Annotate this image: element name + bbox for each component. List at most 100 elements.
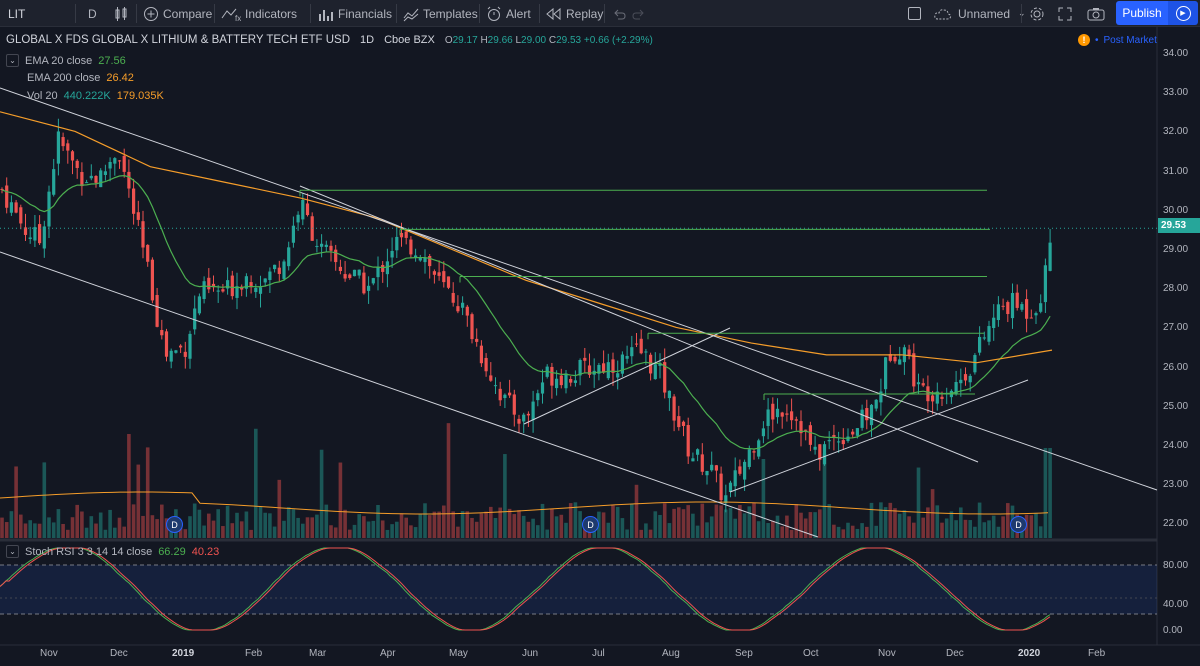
dividend-badge[interactable]: D: [166, 516, 183, 533]
candle-body: [921, 383, 925, 386]
candle-body: [1039, 303, 1043, 312]
time-tick-label: 2020: [1018, 648, 1041, 659]
ema20-legend[interactable]: ⌄ EMA 20 close 27.56: [6, 54, 126, 67]
candle-body: [432, 271, 436, 275]
trendline-upper: [0, 87, 1158, 491]
play-icon: ▶: [1175, 5, 1191, 21]
high-label: H: [480, 34, 488, 46]
redo-button[interactable]: [632, 0, 646, 27]
post-market-indicator[interactable]: ! • Post Market: [1078, 34, 1157, 46]
volume-bar: [103, 529, 108, 538]
candle-body: [912, 353, 916, 387]
alert-button[interactable]: Alert: [486, 0, 531, 27]
candle-body: [470, 314, 474, 340]
candle-body: [865, 408, 869, 421]
candle-body: [710, 464, 714, 471]
volume-bar: [399, 513, 404, 538]
settings-button[interactable]: [1029, 0, 1045, 27]
dividend-badge[interactable]: D: [582, 516, 599, 533]
ema20-line: [1, 175, 1051, 450]
chevron-down-icon[interactable]: ⌄: [6, 545, 19, 558]
change-value: +0.66 (+2.29%): [583, 34, 653, 46]
candle-body: [442, 271, 446, 283]
snapshot-button[interactable]: [1087, 0, 1105, 27]
volume-bar: [329, 525, 333, 538]
candle-body: [898, 359, 902, 365]
publish-dropdown-button[interactable]: ▶: [1168, 1, 1198, 25]
candle-body: [52, 169, 56, 195]
candle-body: [465, 306, 469, 316]
volume-bar: [207, 513, 211, 538]
candle-body: [249, 282, 253, 288]
time-tick-label: Nov: [40, 648, 58, 659]
volume-bar: [493, 517, 498, 538]
interval-button[interactable]: D: [88, 0, 97, 27]
time-tick-label: May: [449, 648, 468, 659]
publish-button[interactable]: Publish: [1116, 1, 1168, 25]
candle-body: [287, 247, 291, 267]
chevron-down-icon[interactable]: ⌄: [6, 54, 19, 67]
volume-bar: [907, 516, 911, 538]
volume-bar: [728, 507, 733, 538]
candle-body: [1025, 299, 1029, 319]
ema200-legend[interactable]: EMA 200 close 26.42: [27, 72, 134, 84]
financials-button[interactable]: Financials: [318, 0, 392, 27]
templates-button[interactable]: Templates: [403, 0, 478, 27]
volume-bar: [700, 503, 705, 538]
volume-bar: [719, 505, 723, 538]
indicators-button[interactable]: fx Indicators: [221, 0, 297, 27]
volume-bar: [733, 518, 737, 538]
volume-bar: [75, 504, 79, 538]
volume-bar: [413, 527, 418, 538]
volume-bar: [254, 428, 258, 538]
price-tick-label: 24.00: [1163, 440, 1189, 451]
volume-bar: [653, 511, 658, 538]
volume-bar: [568, 503, 573, 538]
volume-bar: [1038, 526, 1043, 538]
candle-body: [526, 413, 530, 416]
replay-button[interactable]: Replay: [546, 0, 603, 27]
candle-body: [475, 338, 479, 342]
price-tick-label: 33.00: [1163, 87, 1189, 99]
time-tick-label: Dec: [110, 648, 128, 659]
candle-body: [103, 171, 107, 175]
volume-bar: [66, 529, 70, 538]
candle-body: [117, 160, 122, 162]
volume-bar: [841, 529, 846, 538]
stoch-rsi-legend[interactable]: ⌄ Stoch RSI 3 3 14 14 close 66.29 40.23: [6, 545, 219, 558]
candle-body: [9, 202, 13, 213]
volume-bar: [98, 512, 103, 538]
volume-bar: [37, 523, 42, 538]
volume-legend[interactable]: Vol 20 440.222K 179.035K: [27, 90, 164, 102]
trendline-rising-2: [729, 379, 1029, 493]
candle-body: [536, 393, 540, 401]
volume-bar: [395, 521, 399, 538]
undo-button[interactable]: [612, 0, 626, 27]
dividend-badge[interactable]: D: [1010, 516, 1027, 533]
candle-body: [663, 362, 667, 393]
candle-body: [334, 249, 338, 263]
fullscreen-toggle[interactable]: [908, 0, 921, 27]
candle-body: [254, 287, 258, 293]
candle-body: [183, 351, 187, 357]
volume-bar: [216, 509, 220, 538]
volume-bar: [874, 525, 878, 538]
symbol-search[interactable]: LIT: [8, 0, 25, 27]
bar-style-button[interactable]: [114, 0, 128, 27]
volume-bar: [113, 527, 117, 538]
volume-bar: [686, 505, 690, 538]
candle-body: [0, 189, 4, 191]
candle-body: [982, 337, 986, 339]
volume-bar: [536, 525, 540, 538]
volume-bar: [474, 521, 479, 538]
symbol-legend: GLOBAL X FDS GLOBAL X LITHIUM & BATTERY …: [6, 34, 653, 46]
candle-body: [935, 391, 939, 404]
candle-body: [522, 414, 526, 422]
volume-bar: [192, 503, 197, 538]
camera-icon: [1087, 7, 1105, 20]
low-label: L: [515, 34, 522, 46]
expand-button[interactable]: [1058, 0, 1072, 27]
candle-body: [14, 202, 18, 213]
compare-button[interactable]: Compare: [143, 0, 212, 27]
